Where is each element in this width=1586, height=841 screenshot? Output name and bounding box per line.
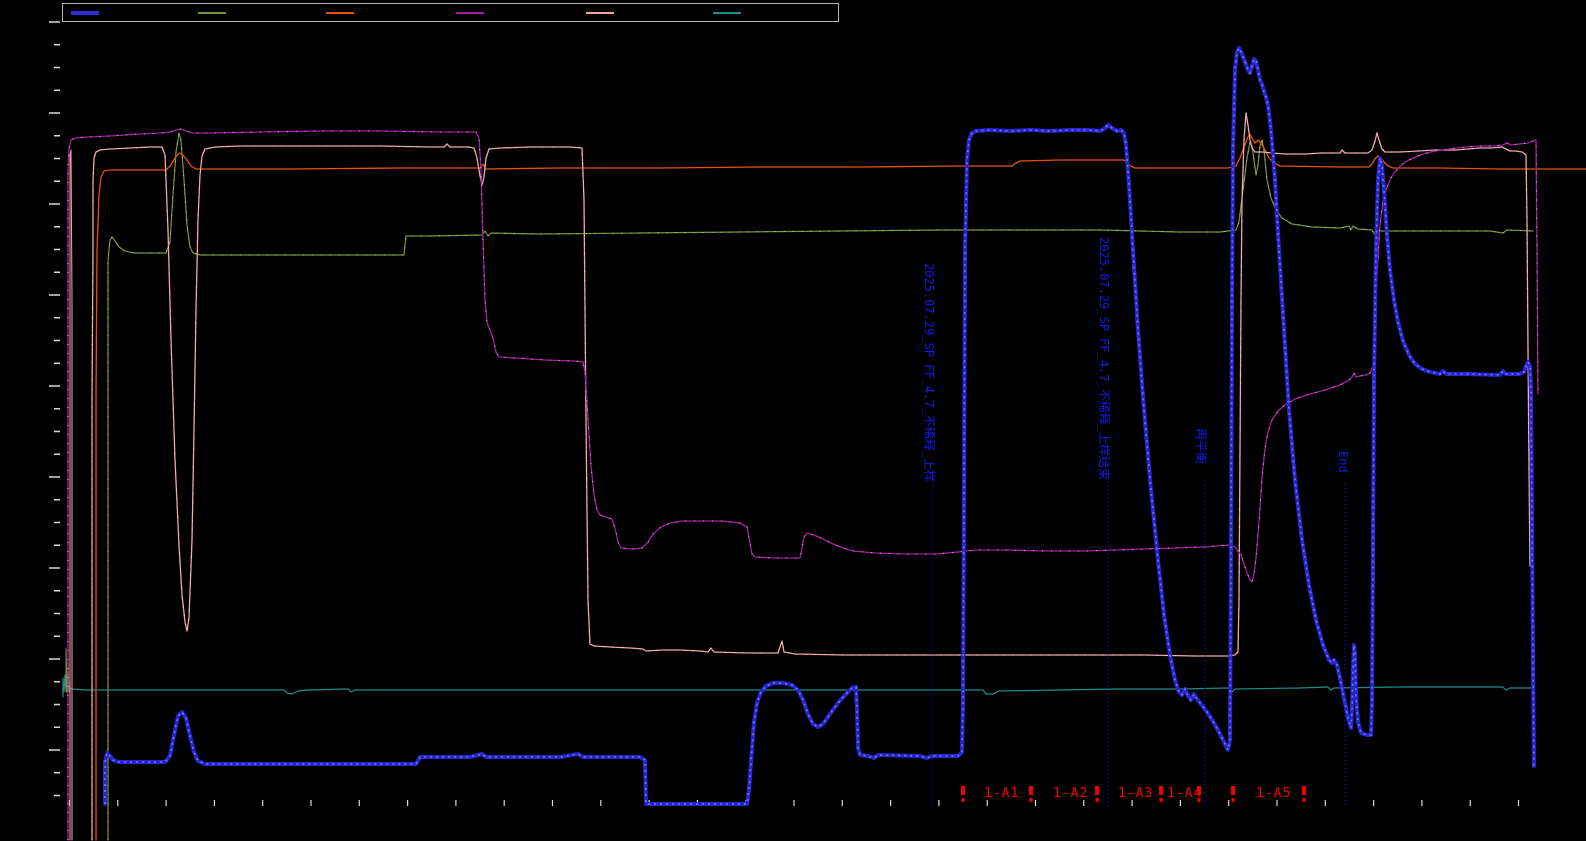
annotation-text: 2025.07.29_SP FF_4.7_不稀释_上样结束 [1097,237,1111,480]
fraction-mark [1159,786,1163,795]
series-magenta-speckle [67,128,1539,840]
fraction-mark-dot [961,798,965,802]
fraction-mark-dot [1231,798,1235,802]
series-teal [62,674,1534,698]
annotation-text: 再平衡 [1194,428,1208,465]
legend[interactable] [62,3,839,22]
series-blue-speckle [104,46,1535,805]
fraction-mark [1231,786,1235,795]
fraction-mark [961,786,965,795]
annotation-text: End [1336,451,1350,473]
fraction-label: 1-A4 [1167,786,1203,801]
fraction-mark-dot [1197,798,1201,802]
fraction-label: 1-A1 [984,786,1020,801]
legend-swatch-magenta[interactable] [456,12,484,14]
legend-swatch-blue[interactable] [71,11,99,15]
series-olive [107,132,1534,841]
series-pink-speckle [91,112,1531,840]
fraction-mark [1095,786,1099,795]
fraction-mark-dot [1095,798,1099,802]
fraction-mark-dot [1029,798,1033,802]
fraction-mark [1302,786,1306,795]
fraction-label: 1-A5 [1256,786,1292,801]
legend-swatch-olive[interactable] [198,12,226,14]
series-olive-speckle [107,132,1534,840]
series-pink [91,112,1531,841]
fraction-mark-dot [1159,798,1163,802]
fraction-mark [1029,786,1033,795]
legend-swatch-orange[interactable] [326,12,354,14]
legend-swatch-teal[interactable] [713,12,741,14]
series-magenta [67,128,1539,841]
fraction-label: 1-A2 [1053,786,1089,801]
series-pink-startup-spike [69,149,73,841]
fraction-mark-dot [1302,798,1306,802]
fraction-mark [1197,786,1201,795]
fraction-label: 1-A3 [1118,786,1154,801]
annotation-text: 2025.07.29_SP FF_4.7_不稀释_上样 [922,263,936,482]
legend-swatch-pink[interactable] [586,12,614,14]
